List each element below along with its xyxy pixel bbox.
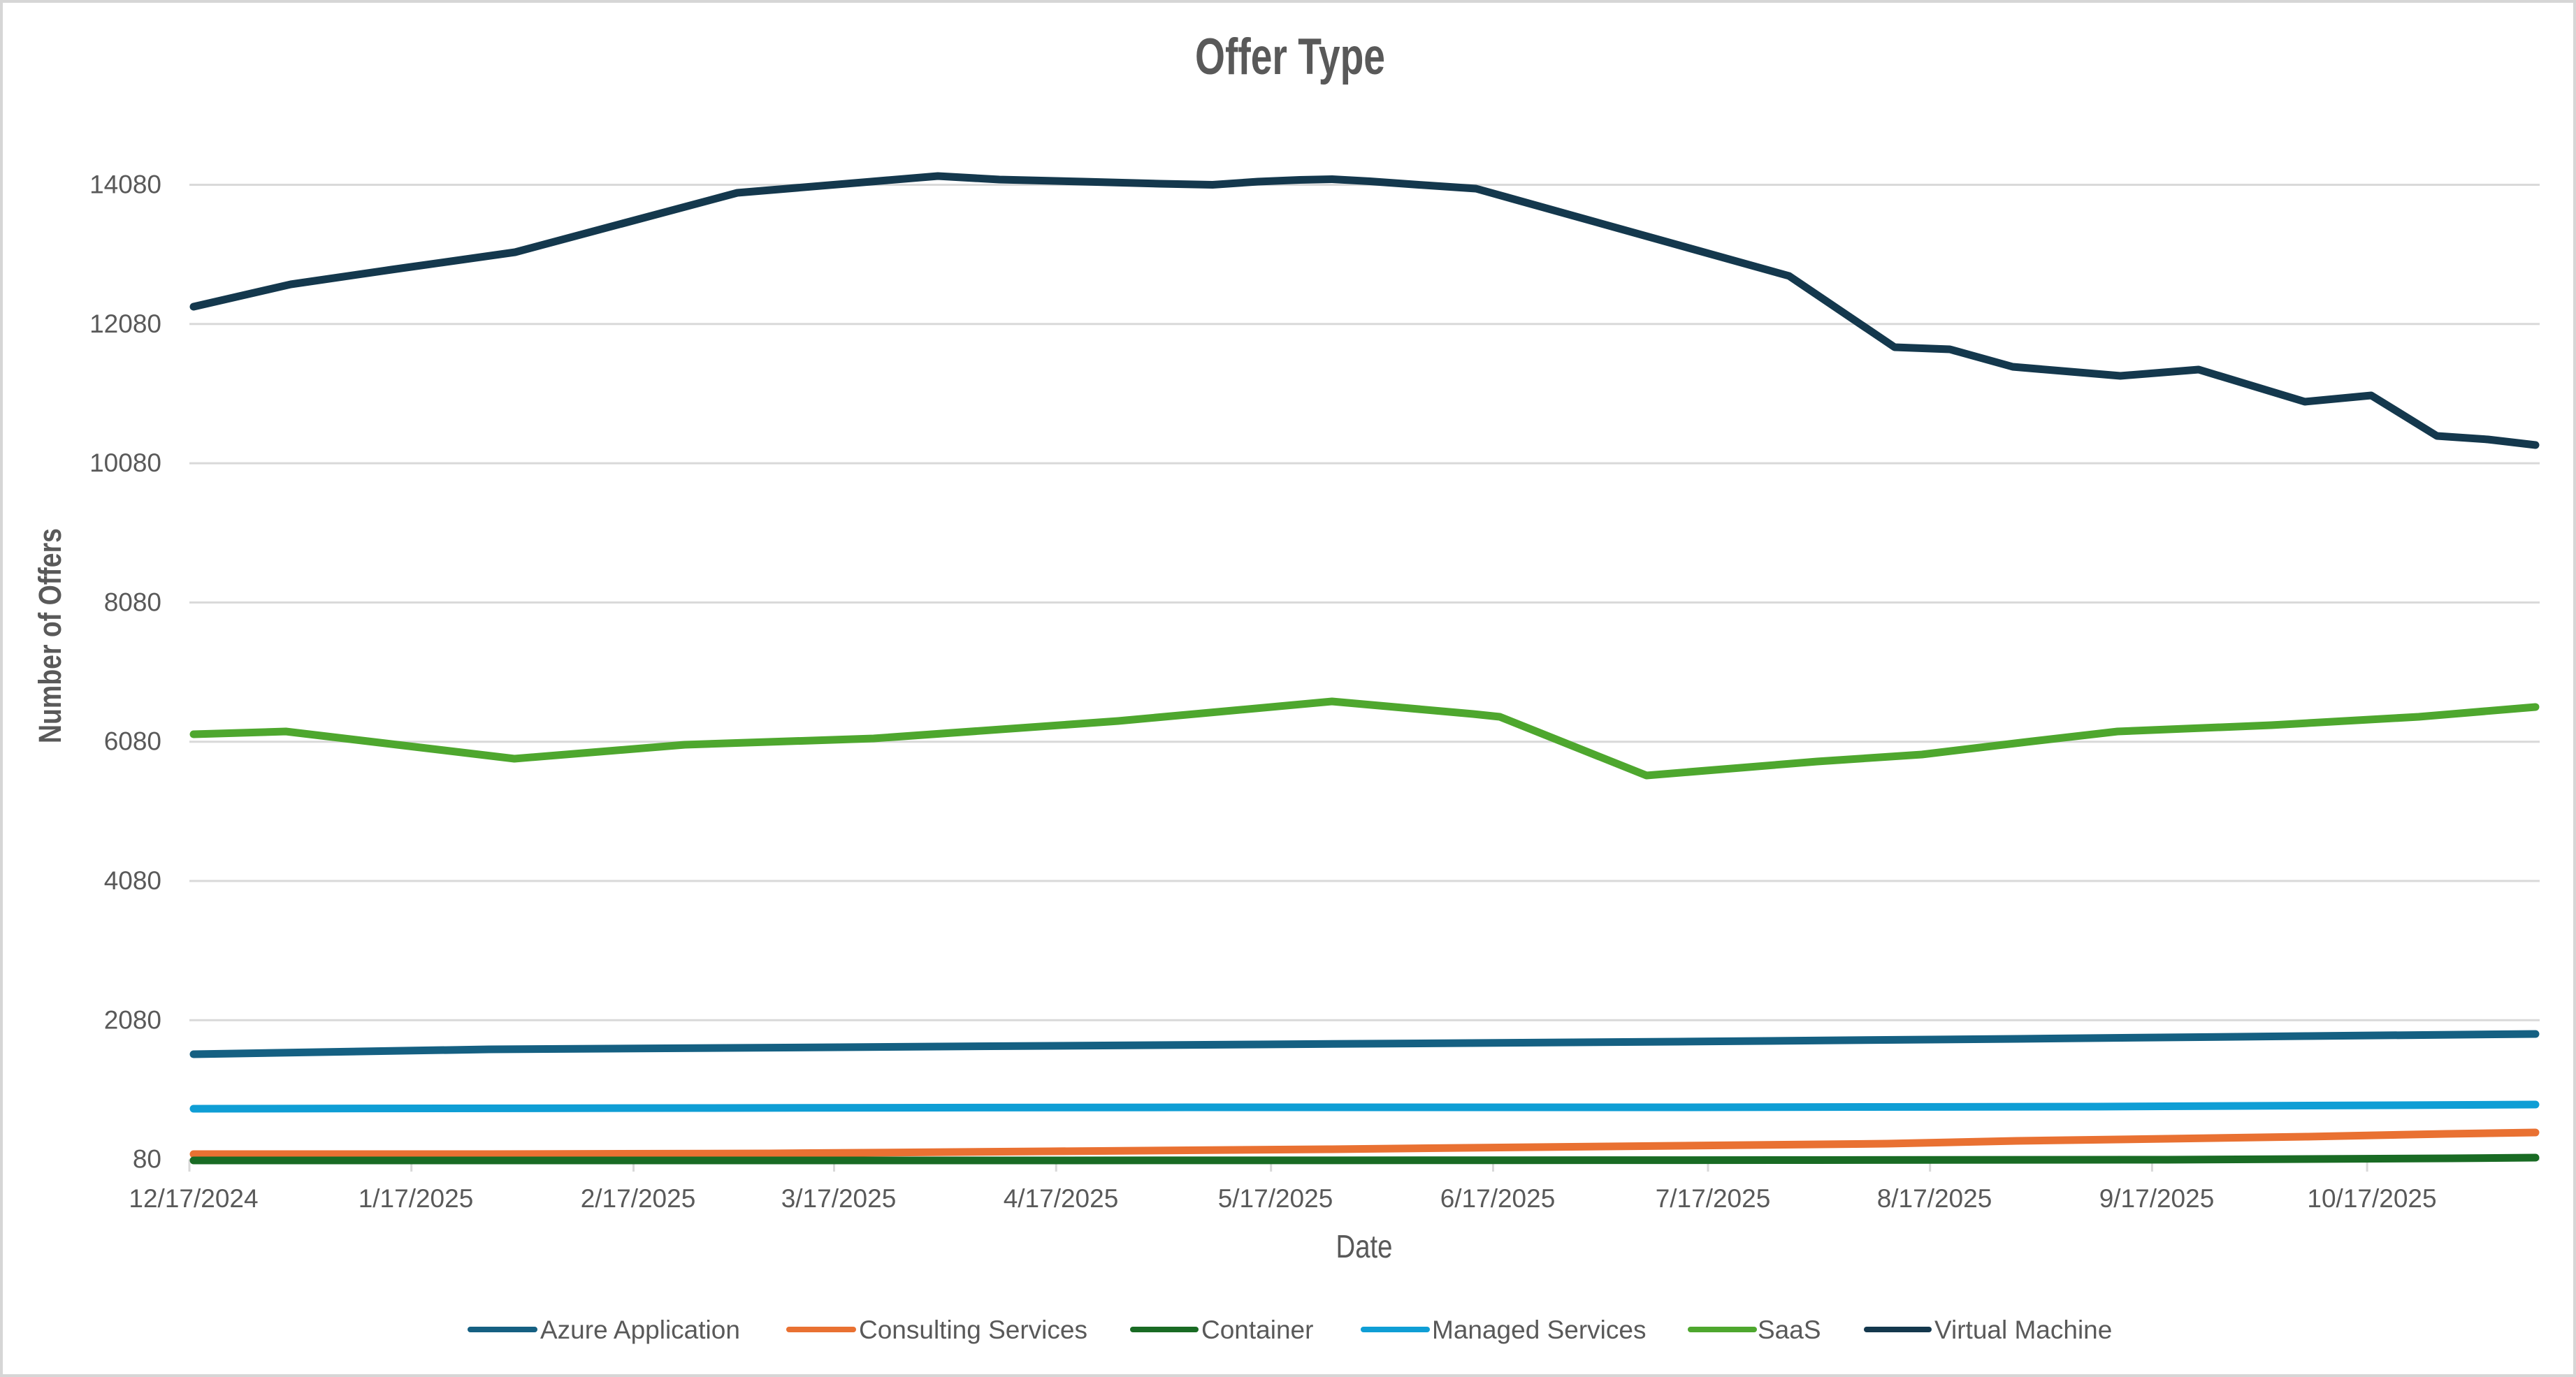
- svg-text:Managed Services: Managed Services: [1432, 1316, 1646, 1344]
- svg-text:5/17/2025: 5/17/2025: [1218, 1184, 1333, 1213]
- svg-text:9/17/2025: 9/17/2025: [2099, 1184, 2215, 1213]
- svg-text:80: 80: [133, 1145, 161, 1174]
- svg-text:Offer Type: Offer Type: [1195, 29, 1385, 85]
- svg-text:Container: Container: [1201, 1316, 1313, 1344]
- svg-text:1/17/2025: 1/17/2025: [359, 1184, 474, 1213]
- svg-text:4/17/2025: 4/17/2025: [1004, 1184, 1119, 1213]
- svg-text:Consulting Services: Consulting Services: [859, 1316, 1087, 1344]
- svg-text:10080: 10080: [89, 449, 161, 477]
- svg-text:8/17/2025: 8/17/2025: [1877, 1184, 1992, 1213]
- svg-text:6/17/2025: 6/17/2025: [1440, 1184, 1556, 1213]
- svg-text:7/17/2025: 7/17/2025: [1656, 1184, 1771, 1213]
- svg-text:14080: 14080: [89, 170, 161, 199]
- svg-text:12080: 12080: [89, 309, 161, 338]
- svg-text:Virtual Machine: Virtual Machine: [1934, 1316, 2112, 1344]
- svg-text:3/17/2025: 3/17/2025: [781, 1184, 897, 1213]
- svg-text:4080: 4080: [104, 866, 161, 895]
- svg-text:Date: Date: [1336, 1228, 1393, 1265]
- svg-text:SaaS: SaaS: [1758, 1316, 1821, 1344]
- svg-text:10/17/2025: 10/17/2025: [2307, 1184, 2436, 1213]
- svg-text:6080: 6080: [104, 727, 161, 756]
- svg-text:2/17/2025: 2/17/2025: [581, 1184, 696, 1213]
- svg-text:8080: 8080: [104, 588, 161, 616]
- svg-text:2080: 2080: [104, 1005, 161, 1034]
- svg-text:Number of Offers: Number of Offers: [32, 528, 68, 743]
- svg-text:Azure Application: Azure Application: [540, 1316, 740, 1344]
- svg-text:12/17/2024: 12/17/2024: [129, 1184, 258, 1213]
